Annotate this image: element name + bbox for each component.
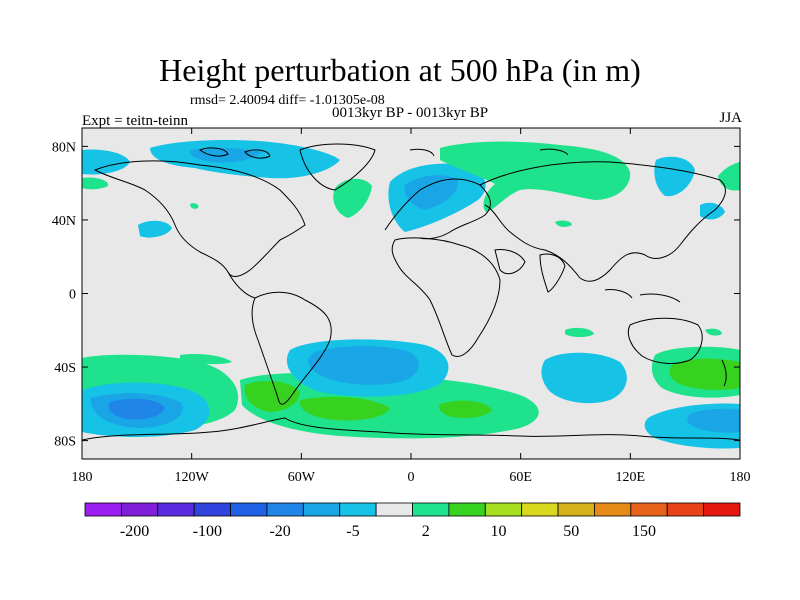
anomaly-region [180,353,232,365]
coastline [479,161,726,282]
colorbar-swatch [302,502,341,517]
lon-tick-label: 60E [509,470,532,485]
lon-tick-label: 180 [72,470,93,485]
lat-tick-label: 80S [54,435,76,450]
anomaly-region [138,220,172,238]
anomaly-region [82,149,130,175]
coastline [384,178,491,240]
anomaly-region [669,358,740,390]
anomaly-region [190,203,199,209]
colorbar-label: 50 [563,523,579,540]
colorbar-swatch [412,502,450,517]
lat-tick-label: 40N [52,214,76,229]
coastline [82,417,740,441]
anomaly-region [333,178,372,218]
lon-tick-label: 120E [616,470,646,485]
anomaly-region [654,156,695,197]
coastline [494,249,526,275]
coastline [251,291,332,405]
coastline [627,317,703,364]
lon-tick-label: 180 [730,470,751,485]
colorbar-label: 10 [490,523,506,540]
coastline [721,359,727,387]
anomaly-region [555,220,572,227]
subtitle: 0013kyr BP - 0013kyr BP [331,105,489,121]
colorbar-swatch [339,502,377,517]
coastline [391,237,501,357]
colorbar-label: 150 [632,523,656,540]
colorbar-swatch [157,502,195,517]
coastline [409,148,435,157]
colorbar-swatch [557,502,595,517]
coastline [227,271,256,299]
colorbar-swatch [266,502,304,517]
season-label: JJA [719,110,742,126]
colorbar-label: -200 [120,523,149,540]
longitude-axis: 180 120W 60W 0 60E 120E 180 [72,128,751,485]
coastline [299,143,376,191]
anomaly-region [687,408,740,433]
colorbar-label: -20 [269,523,290,540]
latitude-axis: 80N 40N 0 40S 80S [52,140,740,450]
anomaly-region [244,380,300,412]
coastline [198,147,229,157]
colorbar-label: -5 [346,523,359,540]
colorbar-swatch [193,502,231,517]
lat-tick-label: 40S [54,361,76,376]
colorbar-label: 2 [422,523,430,540]
lon-tick-label: 60W [288,470,316,485]
anomaly-region [299,396,390,421]
colorbar-swatch [666,502,705,517]
colorbar-swatch [484,502,523,517]
coastline [604,289,633,299]
coastline [639,293,681,303]
coastline [539,148,569,156]
colorbar-swatch [84,502,122,517]
map-title: Height perturbation at 500 hPa (in m) [159,52,641,88]
experiment-label: Expt = teitn-teinn [82,113,188,129]
anomaly-region [82,177,109,190]
colorbar-label: -100 [193,523,222,540]
colorbar-swatch [703,502,741,517]
coastline [93,160,306,277]
coastline [539,253,566,293]
anomaly-region [404,175,459,210]
lon-tick-label: 120W [175,470,210,485]
colorbar-swatch [521,502,559,517]
anomaly-region [705,328,722,336]
lat-tick-label: 0 [69,288,76,303]
stats-text: rmsd= 2.40094 diff= -1.01305e-08 [190,93,385,108]
colorbar: -200 -100 -20 -5 2 10 50 150 [84,502,741,540]
colorbar-swatch [230,502,268,517]
coastline [244,149,271,159]
anomaly-region [438,400,492,418]
lon-tick-label: 0 [408,470,415,485]
anomaly-region [541,352,627,404]
colorbar-swatch [120,502,159,517]
colorbar-swatch [630,502,668,517]
coastlines [82,143,740,441]
colorbar-swatch [375,502,413,517]
anomaly-region [308,346,419,385]
lat-tick-label: 80N [52,140,76,155]
colorbar-swatch [594,502,632,517]
anomaly-region [108,398,165,420]
anomaly-region [565,327,594,337]
colorbar-swatch [448,502,486,517]
